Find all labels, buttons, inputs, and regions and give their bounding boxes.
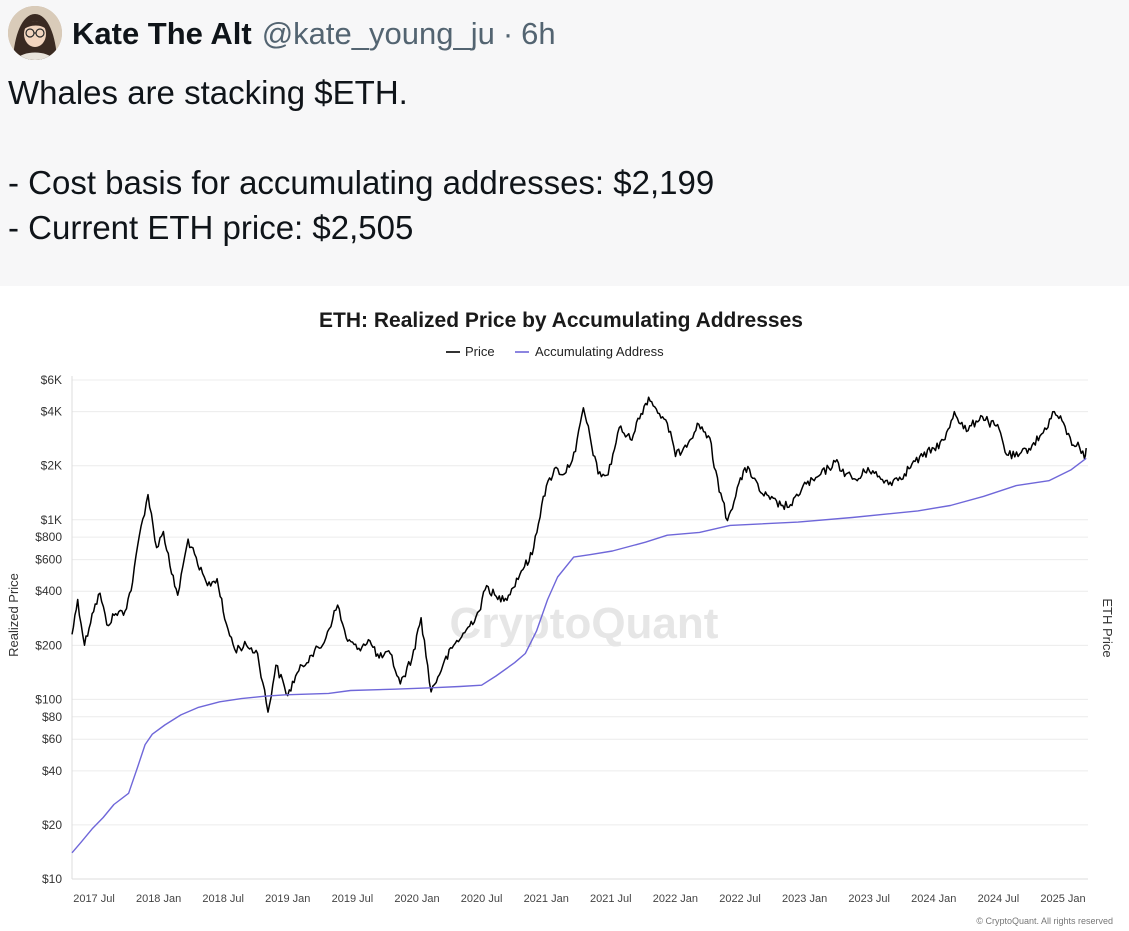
x-tick-label: 2018 Jul (202, 893, 244, 905)
legend-price-label: Price (465, 344, 495, 359)
author-handle[interactable]: @kate_young_ju (261, 16, 495, 51)
x-tick-label: 2025 Jan (1040, 893, 1085, 905)
y-tick-label: $800 (35, 530, 62, 544)
x-tick-label: 2017 Jul (73, 893, 115, 905)
x-tick-label: 2024 Jul (978, 893, 1020, 905)
x-tick-label: 2024 Jan (911, 893, 956, 905)
y-tick-label: $1K (41, 513, 62, 527)
y-tick-label: $200 (35, 638, 62, 652)
timestamp[interactable]: 6h (521, 16, 556, 51)
y-tick-label: $20 (42, 818, 62, 832)
price-line (71, 396, 1087, 713)
y-tick-label: $2K (41, 459, 62, 473)
author-row: Kate The Alt @kate_young_ju · 6h (72, 12, 556, 56)
chart-svg: ETH: Realized Price by Accumulating Addr… (6, 309, 1115, 926)
x-tick-label: 2021 Jan (524, 893, 569, 905)
separator-dot: · (502, 16, 514, 51)
tweet-header: Kate The Alt @kate_young_ju · 6h Whales … (0, 0, 1129, 286)
y-tick-label: $600 (35, 553, 62, 567)
y-tick-label: $400 (35, 584, 62, 598)
x-tick-label: 2022 Jan (653, 893, 698, 905)
tweet-line-blank (8, 115, 1108, 160)
chart-legend: Price Accumulating Address (446, 344, 664, 359)
author-name[interactable]: Kate The Alt (72, 16, 252, 51)
chart-gridlines (71, 376, 1088, 880)
legend-accumulating-label: Accumulating Address (535, 344, 664, 359)
x-tick-label: 2023 Jan (782, 893, 827, 905)
x-tick-label: 2021 Jul (590, 893, 632, 905)
y-axis-label: Realized Price (6, 573, 21, 657)
chart-footer: © CryptoQuant. All rights reserved (976, 916, 1113, 926)
y-tick-label: $80 (42, 710, 62, 724)
y-tick-label: $40 (42, 764, 62, 778)
accumulating-address-line (71, 457, 1087, 854)
y-tick-label: $10 (42, 872, 62, 886)
x-tick-label: 2020 Jul (461, 893, 503, 905)
x-tick-label: 2023 Jul (848, 893, 890, 905)
chart-series (71, 396, 1087, 854)
y-tick-label: $60 (42, 732, 62, 746)
y-tick-label: $100 (35, 692, 62, 706)
y-tick-label: $6K (41, 373, 62, 387)
x-tick-label: 2019 Jul (332, 893, 374, 905)
chart-image[interactable]: ETH: Realized Price by Accumulating Addr… (0, 286, 1129, 931)
x-tick-label: 2020 Jan (394, 893, 439, 905)
tweet-text: Whales are stacking $ETH. - Cost basis f… (8, 70, 1108, 250)
x-tick-label: 2019 Jan (265, 893, 310, 905)
y-axis-ticks: $10 $20 $40 $60 $80 $100 $200 $400 $600 $800 $1K $2… (35, 373, 62, 886)
avatar-image (8, 6, 62, 60)
avatar[interactable] (8, 6, 62, 60)
x-tick-label: 2018 Jan (136, 893, 181, 905)
chart-watermark: CryptoQuant (450, 599, 719, 648)
x-tick-label: 2022 Jul (719, 893, 761, 905)
x-axis-ticks: 2017 Jul 2018 Jan 2018 Jul 2019 Jan 2019 Jul… (73, 893, 1085, 905)
chart-title: ETH: Realized Price by Accumulating Addr… (319, 309, 803, 332)
y-tick-label: $4K (41, 405, 62, 419)
y-axis-label-right: ETH Price (1100, 598, 1115, 657)
tweet-line: - Current ETH price: $2,505 (8, 209, 414, 246)
tweet-line: Whales are stacking $ETH. (8, 74, 408, 111)
tweet-line: - Cost basis for accumulating addresses:… (8, 164, 715, 201)
